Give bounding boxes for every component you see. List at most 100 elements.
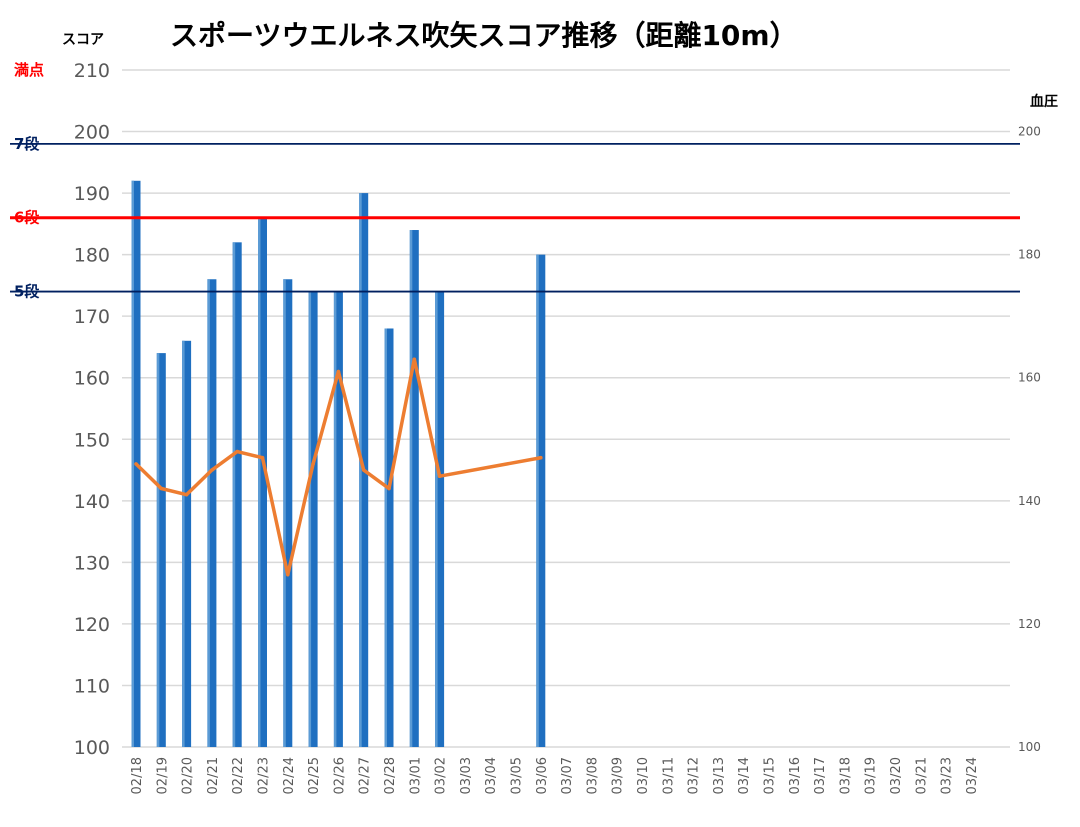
x-tick-labels: 02/18 02/19 02/20 02/21 02/22 02/23 02/24 02/25…	[130, 757, 980, 794]
bar-mark	[156, 353, 166, 747]
x-tick-label: 02/19	[155, 757, 170, 794]
y2-tick-label: 120	[1018, 617, 1041, 631]
y-tick-label: 140	[74, 491, 110, 513]
line-point	[159, 486, 164, 491]
x-tick-label: 03/02	[434, 757, 449, 794]
line-point	[437, 474, 442, 479]
x-tick-label: 03/12	[687, 757, 702, 794]
x-tick-label: 03/14	[737, 757, 752, 794]
x-tick-label: 02/28	[383, 757, 398, 794]
bar-mark	[258, 217, 267, 747]
bar-mark	[333, 291, 343, 747]
x-tick-label: 02/26	[332, 757, 347, 794]
y-tick-label: 200	[74, 122, 110, 144]
line-path	[134, 357, 542, 577]
bar-highlight	[333, 291, 337, 747]
y-axis-label: スコア	[62, 32, 104, 48]
x-tick-label: 03/24	[965, 757, 980, 794]
bar-highlight	[131, 180, 134, 748]
reference-label: 6段	[14, 209, 39, 227]
x-tick-label: 03/09	[611, 757, 626, 794]
x-tick-label: 03/18	[838, 757, 853, 794]
bar-mark	[308, 291, 318, 747]
x-tick-label: 02/20	[181, 757, 196, 794]
y2-tick-label: 200	[1018, 125, 1041, 139]
line-point	[210, 468, 214, 472]
line-point	[361, 468, 366, 472]
x-tick-label: 03/05	[510, 757, 525, 794]
x-tick-label: 03/15	[763, 757, 778, 794]
bar-highlight	[283, 279, 286, 747]
chart-title: スポーツウエルネス吹矢スコア推移（距離10m）	[170, 19, 798, 52]
line-point	[387, 486, 391, 491]
line-point	[235, 449, 239, 454]
bar-highlight	[409, 230, 413, 747]
x-tick-label: 03/13	[712, 757, 727, 794]
x-tick-label: 03/07	[560, 757, 575, 794]
y-tick-label: 100	[74, 737, 110, 759]
y2-tick-label: 160	[1018, 371, 1041, 385]
y-tick-label: 160	[74, 368, 110, 390]
x-tick-label: 03/01	[408, 757, 423, 794]
y-tick-label: 180	[74, 245, 110, 267]
reference-label: 満点	[14, 61, 44, 79]
y2-tick-labels: 100 120 140 160 180 200	[1018, 125, 1041, 754]
bar-highlight	[258, 217, 261, 747]
x-tick-label: 03/19	[864, 757, 879, 794]
bar-mark	[232, 242, 242, 747]
x-tick-label: 02/25	[307, 757, 322, 794]
x-tick-label: 03/06	[535, 757, 550, 794]
bar-mark	[384, 328, 394, 747]
gridlines	[122, 69, 1010, 748]
bar-highlight	[207, 279, 210, 747]
y-tick-label: 190	[74, 183, 110, 205]
bar-mark	[409, 230, 419, 747]
x-tick-label: 02/27	[358, 757, 373, 794]
x-tick-label: 03/23	[940, 757, 955, 794]
bar-highlight	[384, 328, 387, 747]
x-tick-label: 03/17	[813, 757, 828, 794]
y-tick-labels: 100 110 120 130 140 150 160 170 180 190 200 210	[74, 60, 110, 759]
reference-label: 7段	[14, 135, 39, 153]
line-point	[134, 462, 138, 466]
y-tick-label: 130	[74, 552, 110, 574]
x-tick-label: 03/08	[585, 757, 600, 794]
y-tick-label: 210	[74, 60, 110, 82]
y-tick-label: 150	[74, 429, 110, 451]
bar-mark	[207, 279, 217, 747]
x-tick-label: 03/10	[636, 757, 651, 794]
y2-tick-label: 140	[1018, 494, 1041, 508]
bar-mark	[435, 291, 445, 747]
line-point	[539, 455, 543, 460]
bar-mark	[182, 340, 192, 747]
y-tick-label: 120	[74, 614, 110, 636]
x-tick-label: 03/20	[889, 757, 904, 794]
bar-mark	[283, 279, 293, 747]
y2-tick-label: 180	[1018, 248, 1041, 262]
bar-highlight	[308, 291, 312, 747]
x-tick-label: 02/23	[257, 757, 272, 794]
reference-label: 5段	[14, 283, 39, 301]
bar-mark	[536, 254, 546, 748]
bar-highlight	[359, 193, 362, 747]
bar-highlight	[156, 353, 160, 747]
x-tick-label: 03/03	[459, 757, 474, 794]
y2-axis-label: 血圧	[1030, 93, 1058, 110]
y2-tick-label: 100	[1018, 740, 1041, 754]
x-tick-label: 02/18	[130, 757, 145, 794]
line-point	[412, 357, 417, 362]
x-tick-label: 03/11	[661, 757, 676, 794]
line-point	[286, 572, 290, 577]
x-tick-label: 03/16	[788, 757, 803, 794]
y-tick-label: 110	[74, 675, 110, 697]
bar-series	[131, 180, 546, 748]
bar-highlight	[182, 340, 185, 747]
bar-highlight	[232, 242, 236, 747]
bar-highlight	[536, 254, 539, 748]
x-tick-label: 02/21	[206, 757, 221, 794]
x-tick-label: 02/22	[231, 757, 246, 794]
line-series	[134, 357, 543, 577]
line-point	[184, 492, 189, 497]
line-point	[260, 455, 265, 460]
